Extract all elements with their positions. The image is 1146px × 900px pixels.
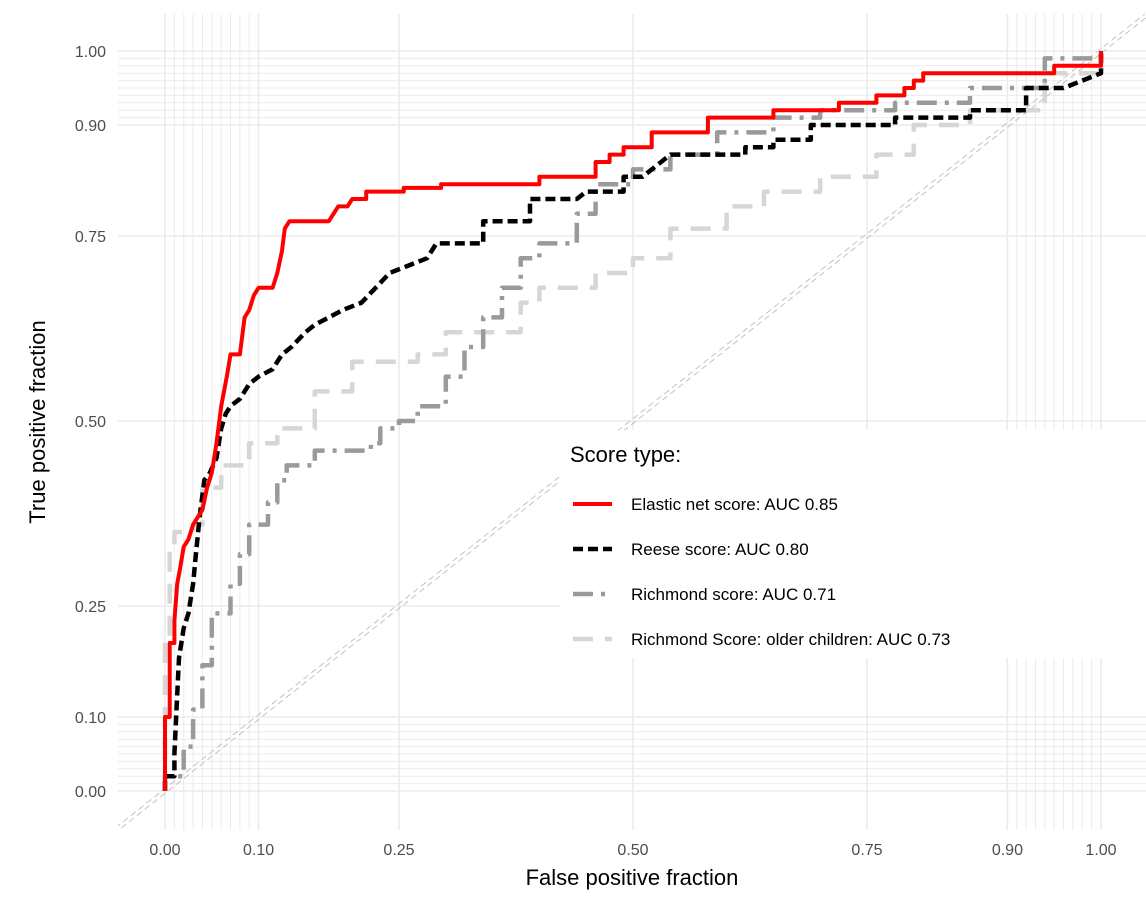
legend-background [560, 430, 1146, 658]
x-tick-label: 0.00 [149, 842, 180, 859]
y-tick-label: 0.10 [75, 710, 106, 727]
y-tick-label: 0.00 [75, 784, 106, 801]
y-axis-ticks: 0.00 0.10 0.25 0.50 0.75 0.90 1.00 [75, 44, 106, 801]
x-axis-title: False positive fraction [526, 865, 739, 890]
legend-title: Score type: [570, 442, 681, 467]
legend-label-series-1: Elastic net score: AUC 0.85 [631, 495, 838, 514]
legend-items: Elastic net score: AUC 0.85 Reese score: … [573, 495, 950, 649]
x-tick-label: 0.50 [617, 842, 648, 859]
legend-label-series-4: Richmond Score: older children: AUC 0.73 [631, 630, 950, 649]
legend-label-series-3: Richmond score: AUC 0.71 [631, 585, 836, 604]
roc-curve-series-1 [163, 51, 1103, 791]
y-axis-title: True positive fraction [25, 320, 50, 523]
y-tick-label: 1.00 [75, 44, 106, 61]
x-tick-label: 0.75 [851, 842, 882, 859]
reference-diagonal [118, 14, 1146, 829]
legend-label-series-2: Reese score: AUC 0.80 [631, 540, 809, 559]
roc-curve-series-4 [162, 51, 1104, 791]
roc-curve-series-3 [162, 51, 1104, 791]
grid [118, 14, 1146, 830]
y-tick-label: 0.90 [75, 118, 106, 135]
x-tick-label: 0.10 [243, 842, 274, 859]
x-axis-ticks: 0.00 0.10 0.25 0.50 0.75 0.90 1.00 [149, 842, 1116, 859]
x-tick-label: 1.00 [1085, 842, 1116, 859]
x-tick-label: 0.90 [992, 842, 1023, 859]
y-tick-label: 0.25 [75, 599, 106, 616]
legend: Score type: Elastic net score: AUC 0.85 R… [560, 430, 1146, 658]
reference-diagonal-line [118, 14, 1146, 827]
y-tick-label: 0.50 [75, 414, 106, 431]
roc-curves [162, 51, 1104, 791]
x-tick-label: 0.25 [383, 842, 414, 859]
y-tick-label: 0.75 [75, 229, 106, 246]
reference-diagonal-line [120, 17, 1146, 829]
